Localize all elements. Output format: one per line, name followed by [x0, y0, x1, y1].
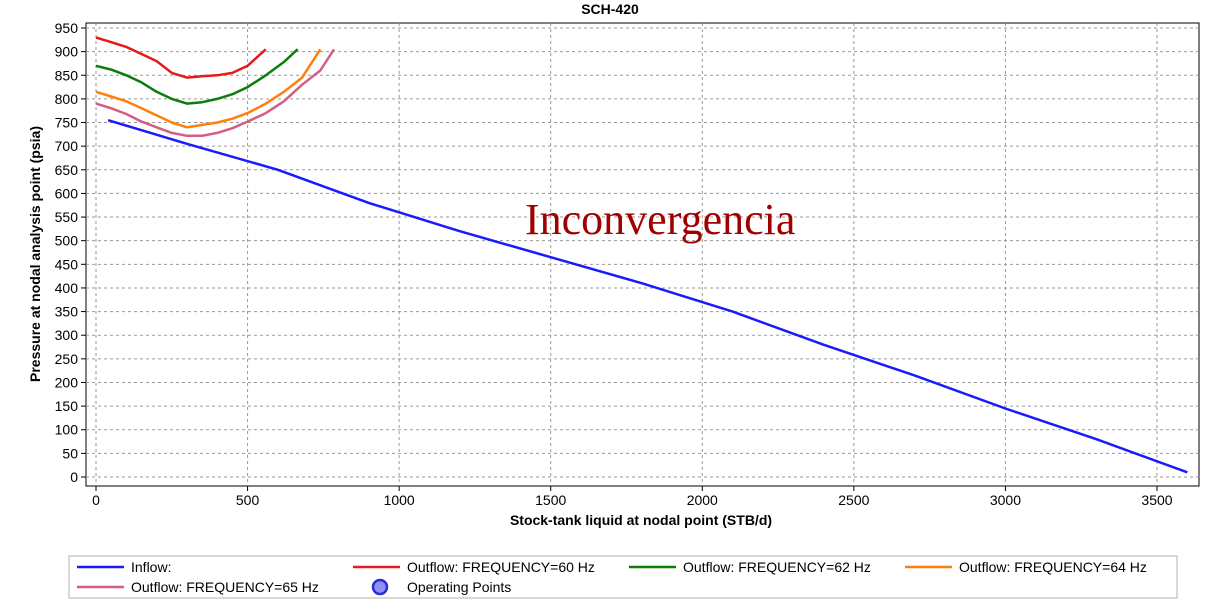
y-tick-label: 450	[55, 256, 79, 272]
y-tick-label: 600	[55, 185, 79, 201]
legend-label: Outflow: FREQUENCY=64 Hz	[959, 559, 1147, 575]
x-tick-label: 3000	[990, 492, 1021, 508]
x-tick-label: 1000	[384, 492, 415, 508]
series-line-2	[95, 48, 299, 105]
y-tick-label: 550	[55, 209, 79, 225]
y-tick-label: 500	[55, 233, 79, 249]
series-line-0	[107, 119, 1188, 474]
y-tick-label: 850	[55, 67, 79, 83]
legend-label: Outflow: FREQUENCY=60 Hz	[407, 559, 595, 575]
y-tick-label: 0	[70, 469, 78, 485]
x-tick-label: 2000	[687, 492, 718, 508]
legend-label: Outflow: FREQUENCY=62 Hz	[683, 559, 871, 575]
y-tick-label: 700	[55, 138, 79, 154]
chart-title: SCH-420	[581, 1, 639, 17]
x-tick-label: 500	[236, 492, 260, 508]
series-line-3	[95, 48, 322, 129]
y-axis-title: Pressure at nodal analysis point (psia)	[27, 126, 43, 382]
series-layer	[95, 36, 1188, 474]
x-tick-label: 2500	[838, 492, 869, 508]
series-line-4	[95, 48, 336, 138]
x-tick-label: 1500	[535, 492, 566, 508]
legend-label: Outflow: FREQUENCY=65 Hz	[131, 579, 319, 595]
y-tick-label: 950	[55, 20, 79, 36]
legend-label: Operating Points	[407, 579, 511, 595]
x-axis-title: Stock-tank liquid at nodal point (STB/d)	[510, 512, 772, 528]
legend	[68, 555, 1178, 599]
x-tick-label: 0	[92, 492, 100, 508]
legend-swatch	[371, 578, 389, 596]
y-tick-label: 350	[55, 304, 79, 320]
axes: 0 500 1000 1500 2000 2500 3000 3500 0 50 100 150 200…	[55, 20, 1173, 508]
y-tick-label: 300	[55, 327, 79, 343]
y-tick-label: 250	[55, 351, 79, 367]
y-tick-label: 650	[55, 162, 79, 178]
y-tick-label: 150	[55, 398, 79, 414]
annotation-inconvergencia: Inconvergencia	[525, 195, 795, 244]
series-line-1	[95, 36, 267, 79]
y-tick-label: 100	[55, 422, 79, 438]
legend-items: Inflow: Outflow: FREQUENCY=60 Hz Outflow: …	[77, 559, 1147, 596]
legend-label: Inflow:	[131, 559, 171, 575]
y-tick-label: 200	[55, 374, 79, 390]
x-tick-label: 3500	[1141, 492, 1172, 508]
y-tick-label: 800	[55, 91, 79, 107]
y-tick-label: 50	[62, 445, 78, 461]
y-tick-label: 400	[55, 280, 79, 296]
y-tick-label: 750	[55, 115, 79, 131]
y-tick-label: 900	[55, 44, 79, 60]
